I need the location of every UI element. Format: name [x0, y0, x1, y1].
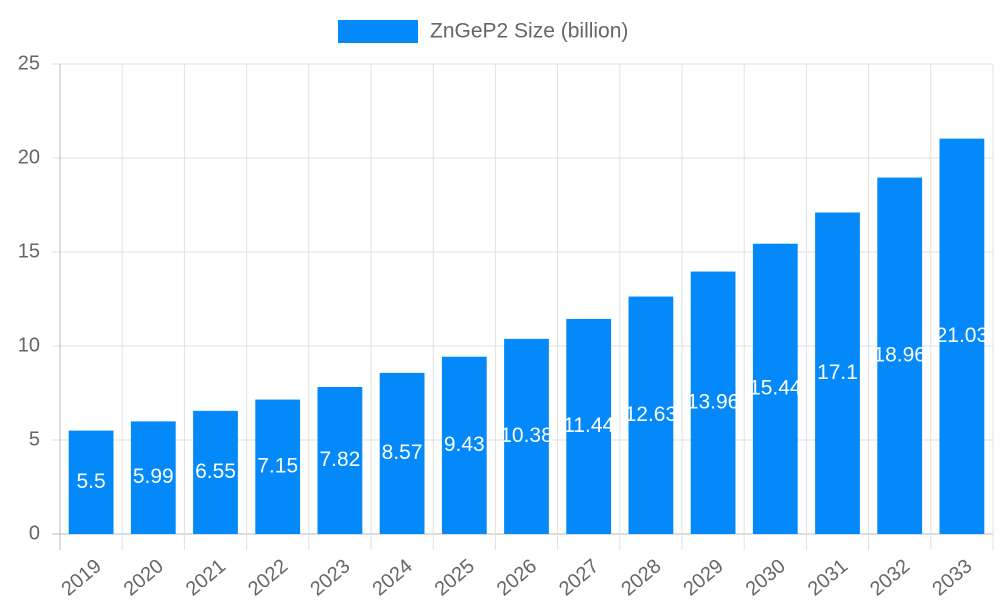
legend-label[interactable]: ZnGeP2 Size (billion) — [430, 20, 628, 43]
bar — [566, 318, 612, 534]
bar — [690, 271, 736, 534]
y-tick-label: 10 — [18, 334, 40, 356]
data-label: 6.55 — [195, 460, 236, 483]
data-label: 5.99 — [133, 465, 174, 488]
x-tick-label: 2033 — [928, 555, 976, 600]
x-tick-label: 2025 — [431, 555, 479, 600]
bar — [68, 430, 114, 534]
data-label: 7.82 — [319, 448, 360, 471]
data-label: 7.15 — [257, 454, 298, 477]
data-label: 11.44 — [563, 414, 614, 437]
x-tick-label: 2024 — [368, 555, 416, 600]
bar — [441, 356, 487, 534]
bar — [317, 386, 363, 534]
x-tick-label: 2026 — [493, 555, 541, 600]
y-tick-label: 25 — [18, 52, 40, 74]
bar — [628, 296, 674, 534]
x-tick-label: 2027 — [555, 555, 603, 600]
x-tick-label: 2020 — [120, 555, 168, 600]
data-label: 10.38 — [500, 424, 553, 447]
x-tick-label: 2023 — [306, 555, 354, 600]
x-tick-label: 2030 — [742, 555, 790, 600]
data-label: 15.44 — [749, 376, 802, 399]
data-label: 21.03 — [936, 324, 989, 347]
bar — [815, 212, 860, 534]
bar — [379, 372, 425, 534]
bar — [130, 421, 176, 534]
bar — [504, 338, 549, 534]
bar — [877, 177, 923, 534]
x-tick-label: 2029 — [679, 555, 727, 600]
x-tick-label: 2031 — [804, 555, 852, 600]
data-label: 5.5 — [76, 470, 105, 493]
x-tick-label: 2028 — [617, 555, 665, 600]
y-tick-label: 15 — [18, 240, 40, 262]
x-tick-label: 2022 — [244, 555, 292, 600]
data-label: 13.96 — [687, 390, 740, 413]
y-tick-label: 5 — [29, 428, 40, 450]
y-tick-label: 0 — [29, 522, 40, 544]
legend-swatch[interactable] — [338, 20, 418, 43]
x-tick-label: 2032 — [866, 555, 914, 600]
x-tick-label: 2021 — [182, 555, 230, 600]
bar — [939, 138, 985, 535]
data-label: 8.57 — [382, 441, 423, 464]
data-label: 12.63 — [625, 403, 678, 426]
data-label: 18.96 — [873, 343, 926, 366]
x-tick-label: 2019 — [57, 555, 105, 600]
data-label: 9.43 — [444, 433, 485, 456]
bar — [193, 410, 238, 534]
data-label: 17.1 — [817, 361, 858, 384]
bar — [752, 243, 798, 534]
y-tick-label: 20 — [18, 146, 40, 168]
bar — [255, 399, 301, 534]
